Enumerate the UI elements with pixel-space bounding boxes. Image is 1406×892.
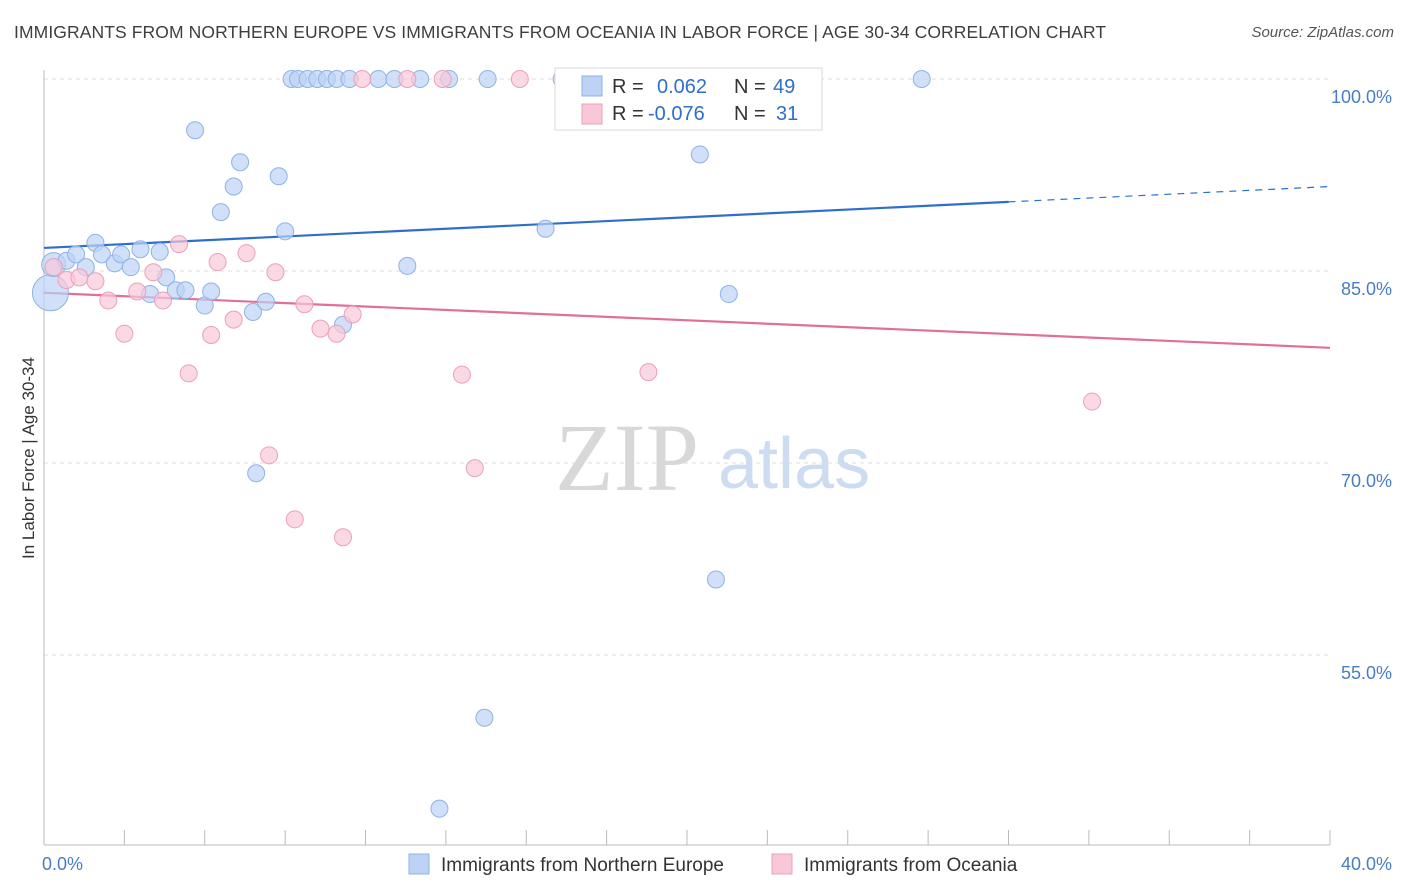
y-tick-label-2: 70.0% — [1341, 471, 1392, 491]
point-oceania-10 — [180, 365, 197, 382]
point-northern-europe-39 — [431, 800, 448, 817]
legend-r-label-1: R = — [612, 76, 644, 98]
point-oceania-30 — [1084, 393, 1101, 410]
point-northern-europe-43 — [537, 220, 554, 237]
point-oceania-18 — [296, 296, 313, 313]
watermark: ZIP atlas — [555, 404, 870, 511]
point-oceania-21 — [334, 529, 351, 546]
point-oceania-4 — [100, 292, 117, 309]
y-tick-label-1: 85.0% — [1341, 279, 1392, 299]
point-oceania-28 — [511, 71, 528, 88]
point-oceania-8 — [154, 292, 171, 309]
bottom-legend-swatch-oceania — [772, 854, 792, 874]
watermark-atlas: atlas — [718, 424, 870, 504]
point-oceania-22 — [344, 306, 361, 323]
point-oceania-24 — [399, 71, 416, 88]
point-oceania-6 — [129, 283, 146, 300]
correlation-chart: ZIP atlas 100.0% 85.0% 70.0% 55.0% 0.0% 40.0… — [0, 0, 1406, 892]
point-oceania-23 — [354, 71, 371, 88]
point-northern-europe-42 — [479, 71, 496, 88]
point-northern-europe-24 — [257, 293, 274, 310]
point-oceania-7 — [145, 264, 162, 281]
bottom-legend-swatch-northern-europe — [409, 854, 429, 874]
point-northern-europe-48 — [720, 286, 737, 303]
point-northern-europe-15 — [177, 282, 194, 299]
point-northern-europe-47 — [707, 571, 724, 588]
point-northern-europe-18 — [203, 283, 220, 300]
point-northern-europe-35 — [370, 71, 387, 88]
point-northern-europe-19 — [212, 204, 229, 221]
legend-n-label-1: N = — [734, 76, 766, 98]
legend-n-value-2: 31 — [776, 103, 798, 125]
legend-r-value-1: 0.062 — [657, 76, 707, 98]
y-axis-title: In Labor Force | Age 30-34 — [19, 357, 38, 559]
point-northern-europe-37 — [399, 257, 416, 274]
x-axis-ticks — [124, 830, 1330, 845]
point-oceania-3 — [87, 273, 104, 290]
point-oceania-27 — [466, 460, 483, 477]
point-northern-europe-16 — [187, 122, 204, 139]
legend-n-label-2: N = — [734, 103, 766, 125]
point-oceania-26 — [453, 366, 470, 383]
x-tick-label-0: 0.0% — [42, 854, 83, 874]
point-oceania-9 — [171, 236, 188, 253]
x-tick-label-1: 40.0% — [1341, 854, 1392, 874]
point-oceania-20 — [328, 325, 345, 342]
point-northern-europe-9 — [122, 259, 139, 276]
bottom-legend-label-oceania: Immigrants from Oceania — [804, 855, 1018, 876]
point-oceania-25 — [434, 71, 451, 88]
point-oceania-12 — [209, 254, 226, 271]
trend-line-northern-europe-extension — [1009, 187, 1331, 202]
point-oceania-15 — [261, 447, 278, 464]
point-northern-europe-23 — [248, 465, 265, 482]
point-oceania-2 — [71, 269, 88, 286]
watermark-zip: ZIP — [555, 404, 699, 511]
point-northern-europe-10 — [132, 241, 149, 258]
point-oceania-5 — [116, 325, 133, 342]
point-northern-europe-49 — [913, 71, 930, 88]
legend-box: R = 0.062 N = 49 R = -0.076 N = 31 — [555, 68, 822, 130]
y-axis-tick-labels: 100.0% 85.0% 70.0% 55.0% — [1331, 87, 1392, 683]
legend-swatch-northern-europe — [582, 76, 602, 96]
point-northern-europe-41 — [476, 709, 493, 726]
trend-line-northern-europe — [44, 202, 1009, 248]
point-oceania-11 — [203, 327, 220, 344]
point-northern-europe-26 — [277, 223, 294, 240]
point-oceania-13 — [225, 311, 242, 328]
point-oceania-19 — [312, 320, 329, 337]
point-northern-europe-12 — [151, 243, 168, 260]
point-oceania-0 — [45, 259, 62, 276]
point-oceania-17 — [286, 511, 303, 528]
point-northern-europe-25 — [270, 168, 287, 185]
legend-r-label-2: R = — [612, 103, 644, 125]
legend-n-value-1: 49 — [773, 76, 795, 98]
point-oceania-16 — [267, 264, 284, 281]
bottom-legend: Immigrants from Northern Europe Immigran… — [409, 854, 1018, 876]
point-northern-europe-46 — [691, 146, 708, 163]
y-tick-label-3: 55.0% — [1341, 663, 1392, 683]
point-northern-europe-21 — [232, 154, 249, 171]
point-oceania-29 — [640, 364, 657, 381]
y-tick-label-0: 100.0% — [1331, 87, 1392, 107]
bottom-legend-label-northern-europe: Immigrants from Northern Europe — [441, 855, 724, 876]
point-northern-europe-20 — [225, 178, 242, 195]
point-oceania-14 — [238, 245, 255, 262]
legend-r-value-2: -0.076 — [648, 103, 705, 125]
legend-swatch-oceania — [582, 104, 602, 124]
